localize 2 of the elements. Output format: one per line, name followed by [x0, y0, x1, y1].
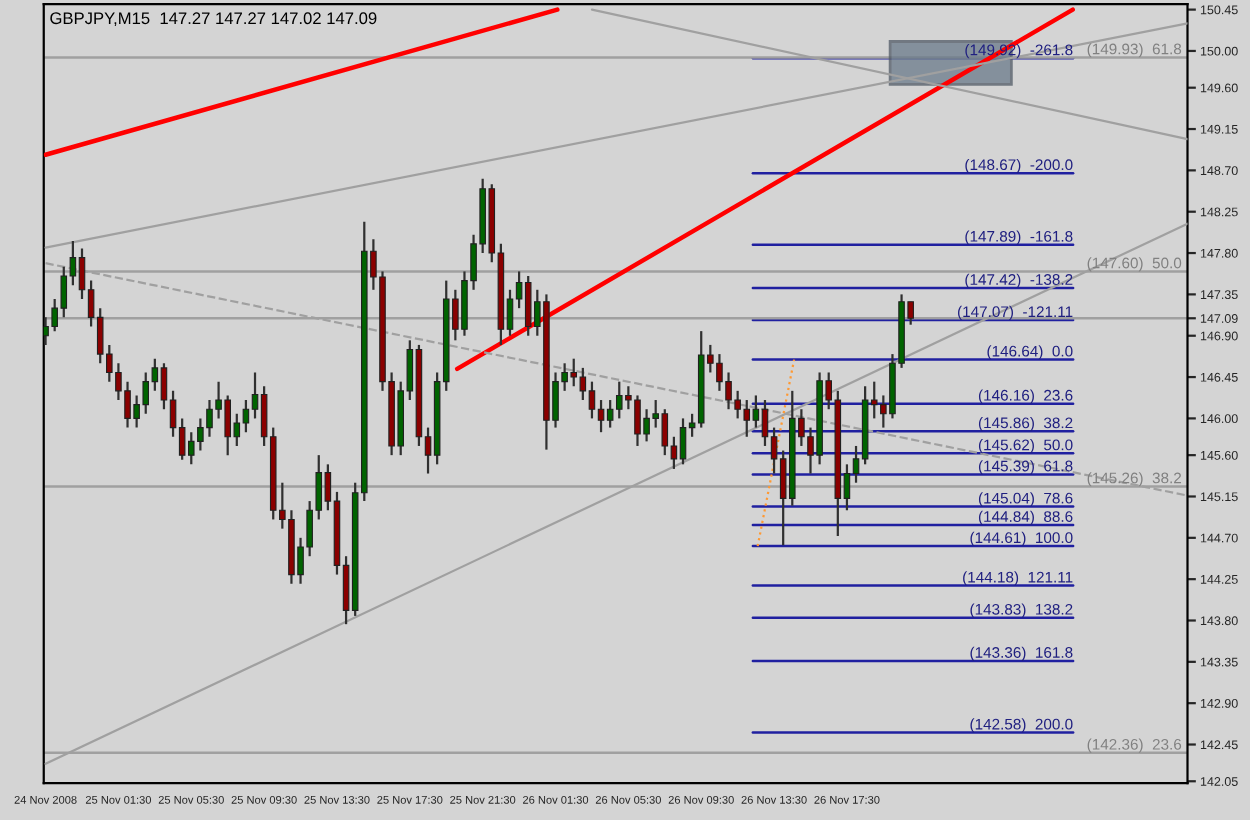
chart-title: GBPJPY,M15 147.27 147.27 147.02 147.09	[50, 12, 377, 27]
candlestick	[679, 417, 687, 466]
